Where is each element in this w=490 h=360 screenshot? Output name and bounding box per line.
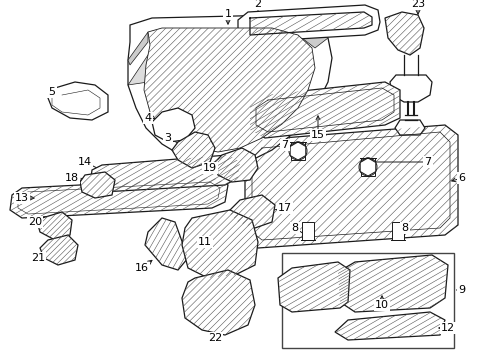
Polygon shape: [385, 12, 424, 55]
Text: 14: 14: [78, 157, 92, 167]
Polygon shape: [245, 125, 458, 248]
Polygon shape: [145, 218, 188, 270]
Polygon shape: [291, 142, 305, 160]
Text: 2: 2: [254, 0, 262, 9]
Polygon shape: [238, 5, 380, 42]
Bar: [282, 253, 454, 348]
Text: 21: 21: [31, 253, 45, 263]
Polygon shape: [182, 270, 255, 335]
Polygon shape: [228, 195, 275, 228]
Polygon shape: [182, 210, 258, 278]
Polygon shape: [128, 32, 148, 65]
Text: 3: 3: [165, 133, 172, 143]
Text: 4: 4: [145, 113, 151, 123]
Text: 20: 20: [28, 217, 42, 227]
Polygon shape: [302, 222, 314, 240]
Text: 12: 12: [441, 323, 455, 333]
Polygon shape: [128, 52, 162, 85]
Polygon shape: [338, 255, 448, 312]
Polygon shape: [298, 22, 328, 48]
Text: 9: 9: [459, 285, 466, 295]
Polygon shape: [290, 142, 306, 160]
Text: 5: 5: [49, 87, 55, 97]
Text: 10: 10: [375, 300, 389, 310]
Text: 13: 13: [15, 193, 29, 203]
Polygon shape: [128, 15, 332, 166]
Polygon shape: [361, 158, 375, 176]
Text: 22: 22: [208, 333, 222, 343]
Text: 16: 16: [135, 263, 149, 273]
Polygon shape: [80, 172, 115, 198]
Polygon shape: [152, 108, 195, 142]
Polygon shape: [10, 178, 228, 218]
Text: 15: 15: [311, 130, 325, 140]
Polygon shape: [40, 235, 78, 265]
Text: 18: 18: [65, 173, 79, 183]
Polygon shape: [144, 28, 315, 152]
Polygon shape: [172, 132, 215, 168]
Polygon shape: [335, 312, 445, 340]
Text: 1: 1: [224, 9, 231, 19]
Polygon shape: [90, 155, 240, 192]
Polygon shape: [48, 82, 108, 120]
Polygon shape: [392, 222, 404, 240]
Text: 19: 19: [203, 163, 217, 173]
Polygon shape: [278, 262, 350, 312]
Text: 23: 23: [411, 0, 425, 9]
Text: 6: 6: [459, 173, 466, 183]
Polygon shape: [395, 120, 425, 135]
Polygon shape: [360, 158, 376, 176]
Polygon shape: [38, 212, 72, 240]
Text: 11: 11: [198, 237, 212, 247]
Text: 7: 7: [424, 157, 432, 167]
Text: 7: 7: [281, 140, 289, 150]
Text: 8: 8: [292, 223, 298, 233]
Polygon shape: [215, 148, 258, 182]
Text: 8: 8: [401, 223, 409, 233]
Text: 17: 17: [278, 203, 292, 213]
Polygon shape: [390, 75, 432, 102]
Polygon shape: [250, 82, 400, 138]
